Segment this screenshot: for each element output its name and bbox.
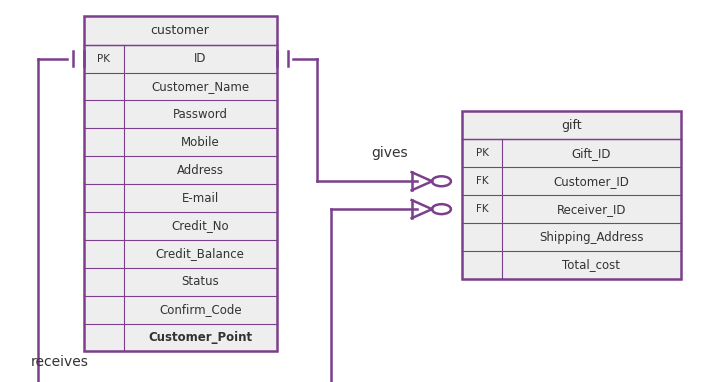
Text: gift: gift [561,118,582,132]
Text: E-mail: E-mail [181,191,219,205]
Text: Address: Address [177,163,223,177]
Text: Total_cost: Total_cost [563,258,620,272]
Text: Gift_ID: Gift_ID [571,147,612,160]
Text: Status: Status [181,275,219,288]
Text: Password: Password [173,108,228,121]
Text: FK: FK [476,176,488,186]
Text: Confirm_Code: Confirm_Code [159,303,242,316]
Text: Mobile: Mobile [181,136,220,149]
Bar [84,16,277,351]
Bar [462,111,681,279]
Bar [462,111,681,279]
Text: receives: receives [31,355,88,369]
Text: customer: customer [151,24,210,37]
Text: Customer_Name: Customer_Name [151,80,249,93]
Text: Credit_No: Credit_No [171,219,229,233]
Bar [84,16,277,351]
Text: Receiver_ID: Receiver_ID [557,202,626,216]
Text: Customer_Point: Customer_Point [148,331,253,344]
Text: Credit_Balance: Credit_Balance [156,247,245,261]
Text: PK: PK [98,53,110,64]
Text: PK: PK [476,148,488,159]
Text: ID: ID [194,52,207,65]
Text: gives: gives [371,146,408,160]
Text: Customer_ID: Customer_ID [553,175,630,188]
Text: Shipping_Address: Shipping_Address [539,230,644,244]
Text: FK: FK [476,204,488,214]
